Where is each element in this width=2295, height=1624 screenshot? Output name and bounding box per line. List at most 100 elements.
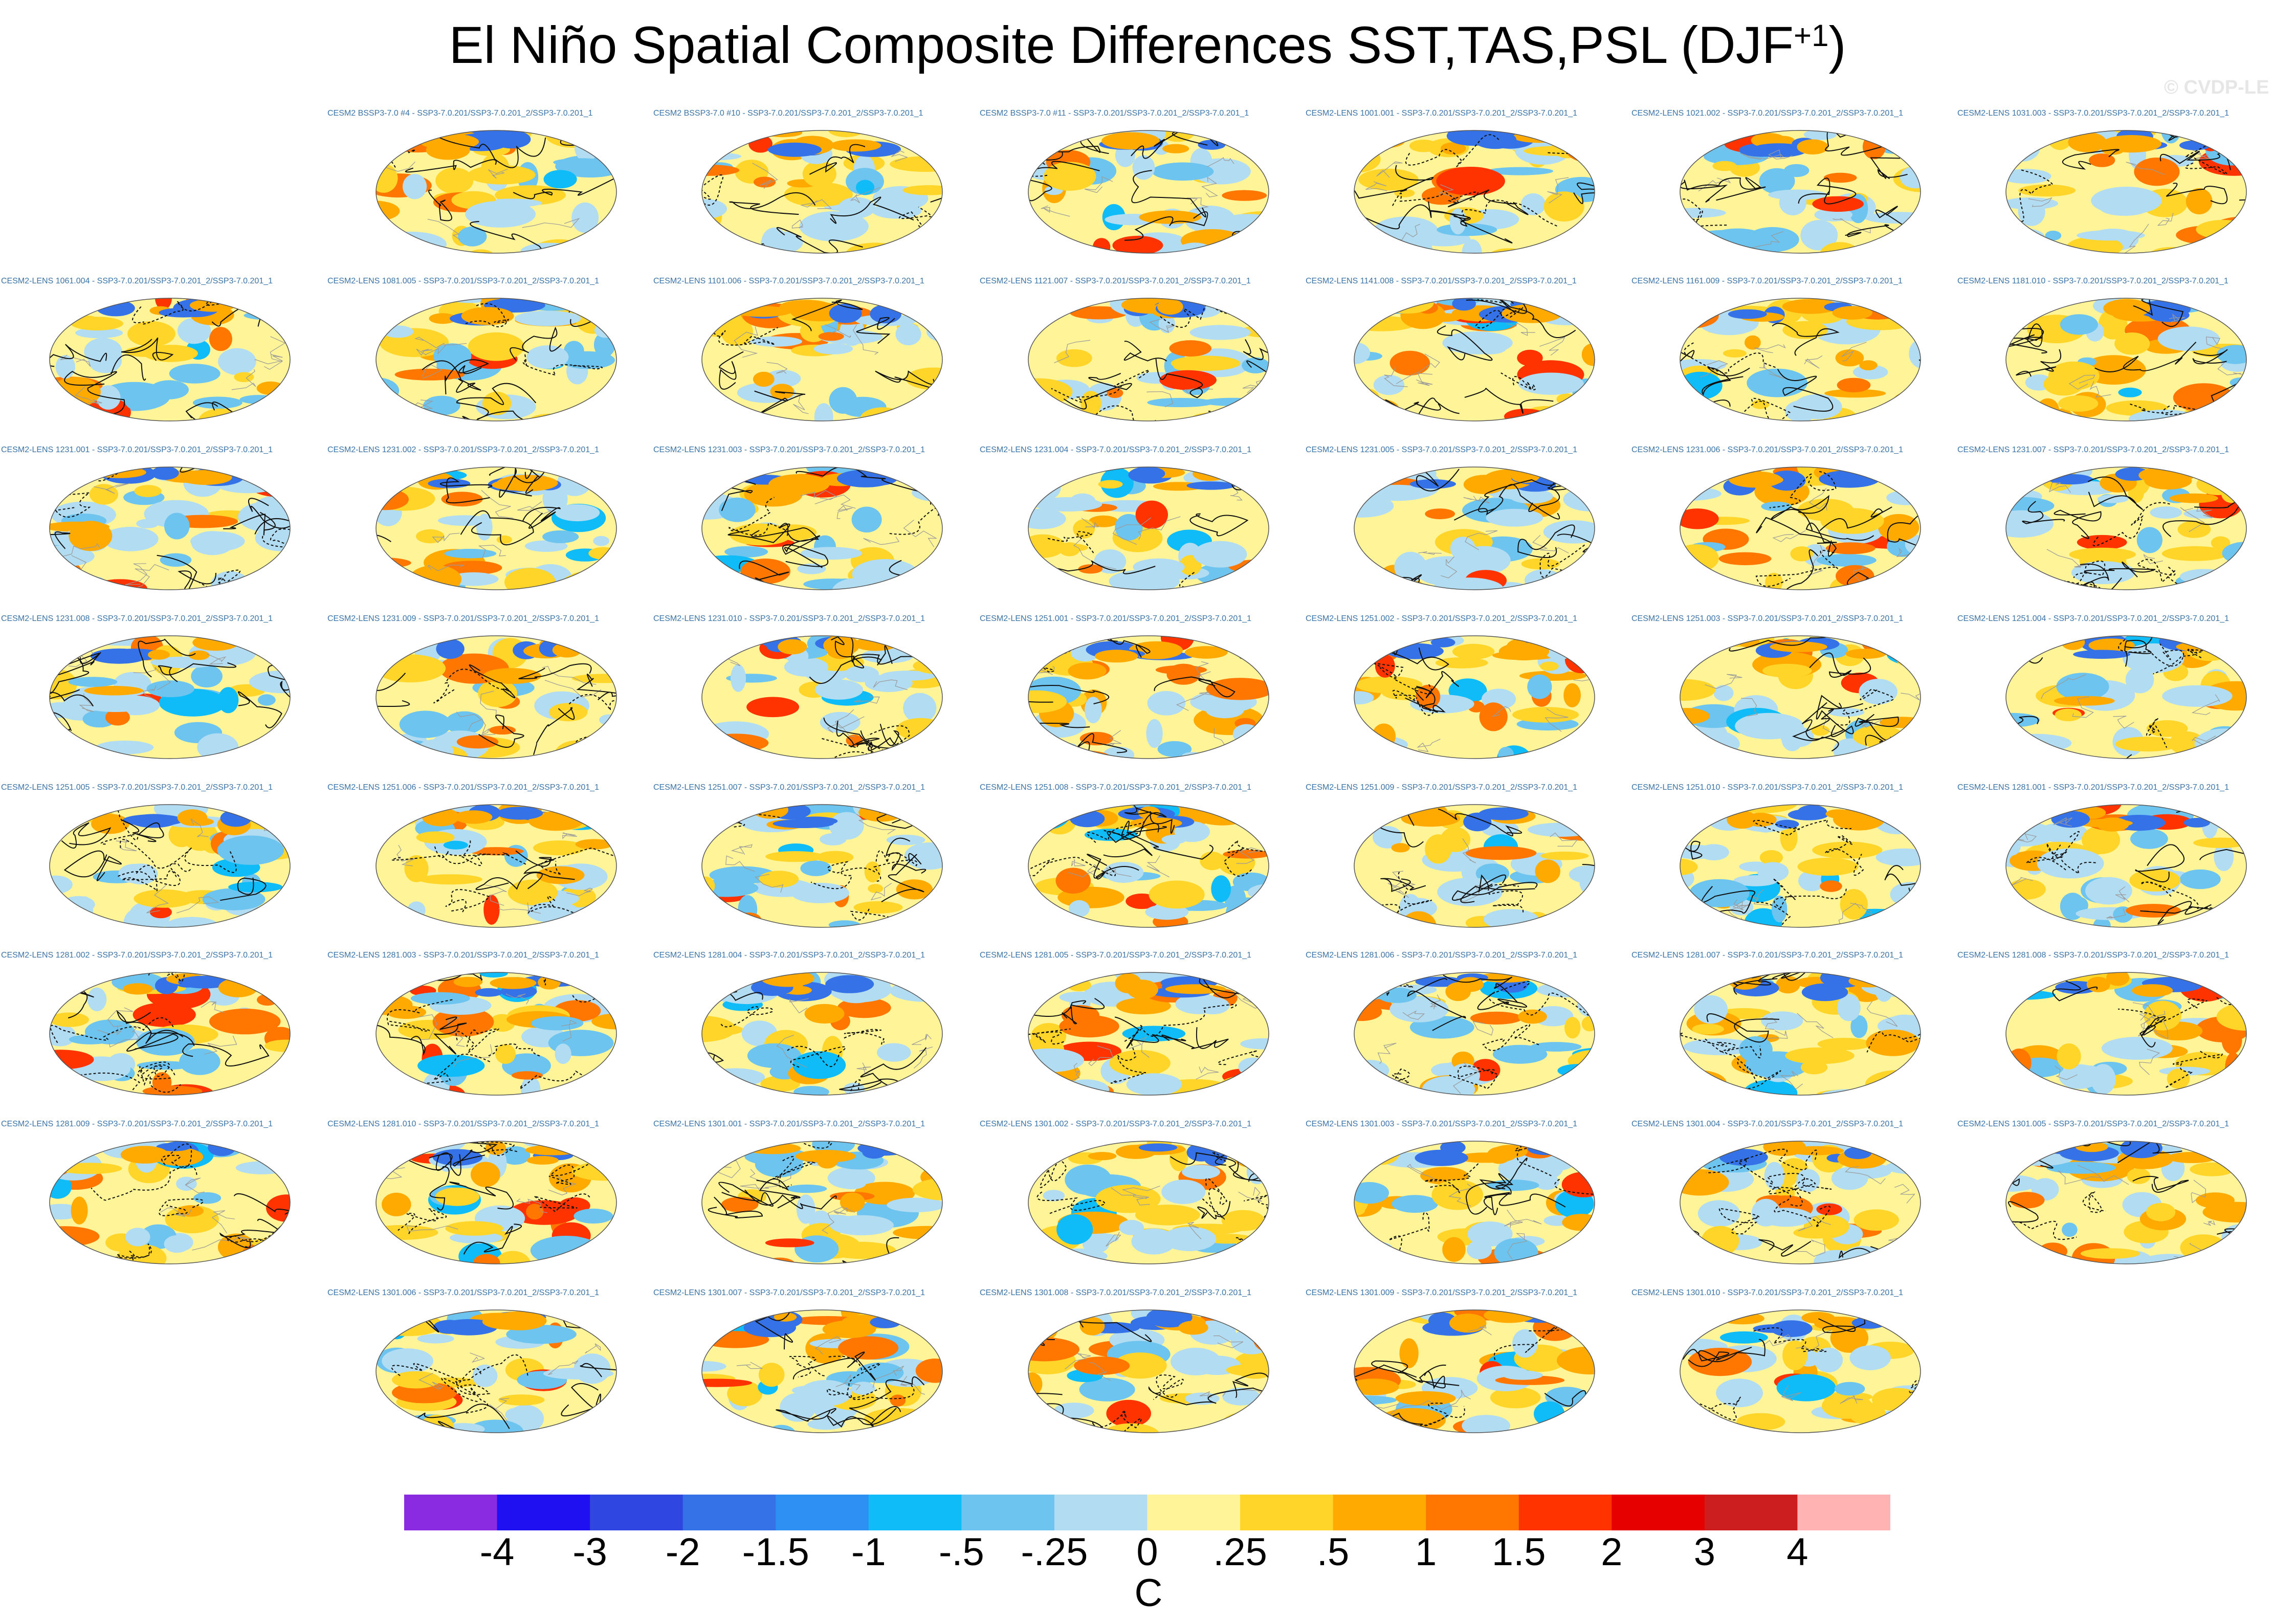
anomaly-patch — [1171, 355, 1241, 371]
anomaly-patch — [1161, 835, 1187, 844]
psl-contour — [1893, 901, 1921, 927]
psl-contour — [2124, 639, 2152, 667]
anomaly-patch — [218, 348, 256, 375]
coastline — [116, 838, 137, 852]
anomaly-patch — [1816, 1203, 1842, 1215]
anomaly-patch — [458, 226, 487, 247]
anomaly-patch — [1373, 826, 1403, 849]
coastline — [60, 354, 91, 367]
psl-contour — [1121, 807, 1167, 840]
anomaly-patch — [895, 323, 921, 346]
psl-contour — [126, 1030, 184, 1052]
anomaly-patch — [403, 174, 427, 199]
anomaly-patch — [1492, 1145, 1528, 1159]
panel-title: CESM2-LENS 1121.007 - SSP3-7.0.201/SSP3-… — [980, 277, 1251, 285]
anomaly-patch — [799, 1380, 852, 1407]
anomaly-patch — [1796, 1169, 1820, 1192]
coastline — [2191, 1180, 2206, 1204]
anomaly-patch — [2179, 569, 2230, 585]
psl-contour — [429, 1152, 461, 1176]
psl-contour — [1110, 1039, 1146, 1084]
psl-contour — [1449, 1065, 1499, 1089]
panel-title: CESM2-LENS 1181.010 - SSP3-7.0.201/SSP3-… — [1957, 277, 2228, 285]
psl-contour — [489, 467, 586, 483]
anomaly-patch — [2077, 535, 2127, 550]
anomaly-patch — [1377, 987, 1417, 1003]
psl-contour — [2136, 559, 2204, 587]
psl-contour — [1573, 182, 1595, 204]
anomaly-patch — [2102, 135, 2161, 153]
anomaly-patch — [2196, 1192, 2235, 1209]
anomaly-patch — [1103, 861, 1144, 883]
anomaly-patch — [852, 559, 919, 589]
anomaly-patch — [1701, 1226, 1739, 1256]
coastline — [485, 884, 507, 906]
anomaly-patch — [1832, 306, 1872, 320]
anomaly-patch — [2082, 826, 2121, 854]
psl-contour — [873, 850, 918, 882]
anomaly-patch — [1113, 1352, 1167, 1379]
psl-contour — [2221, 230, 2246, 253]
anomaly-patch — [465, 201, 536, 228]
anomaly-patch — [376, 915, 429, 927]
map-plot — [701, 804, 943, 928]
anomaly-patch — [376, 654, 446, 683]
coastline — [2053, 817, 2072, 827]
anomaly-patch — [2006, 733, 2072, 752]
anomaly-patch — [1712, 161, 1737, 171]
map-plot — [701, 635, 943, 759]
coastline — [211, 1210, 235, 1234]
psl-contour — [1680, 326, 1695, 380]
anomaly-patch — [770, 384, 795, 399]
panel-title: CESM2-LENS 1231.007 - SSP3-7.0.201/SSP3-… — [1957, 446, 2230, 454]
map-border — [49, 1141, 291, 1264]
coastline — [1833, 218, 1871, 234]
anomaly-patch — [2054, 696, 2115, 706]
anomaly-patch — [376, 1310, 409, 1312]
anomaly-patch — [399, 710, 452, 738]
psl-contour — [2094, 342, 2197, 372]
psl-contour — [1091, 1410, 1142, 1433]
psl-contour — [1809, 652, 1871, 678]
psl-contour — [2165, 1050, 2223, 1088]
anomaly-patch — [422, 807, 459, 827]
anomaly-patch — [376, 805, 428, 809]
panel-title: CESM2 BSSP3-7.0 #4 - SSP3-7.0.201/SSP3-7… — [327, 109, 593, 118]
coastline — [204, 1035, 237, 1055]
psl-contour — [2147, 130, 2190, 141]
anomaly-patch — [587, 636, 616, 653]
psl-contour — [386, 999, 454, 1032]
anomaly-patch — [1132, 155, 1155, 180]
anomaly-patch — [2130, 829, 2168, 849]
coastline — [544, 680, 602, 698]
coastline — [1441, 556, 1458, 579]
anomaly-patch — [760, 1076, 801, 1092]
anomaly-patch — [1492, 1044, 1548, 1064]
anomaly-patch — [1837, 377, 1871, 393]
coastline — [1242, 380, 1264, 393]
coastline — [1186, 197, 1209, 210]
coastline — [1472, 1021, 1494, 1036]
coastline — [1111, 1186, 1160, 1196]
anomaly-patch — [495, 1251, 531, 1264]
psl-contour — [2016, 349, 2062, 377]
anomaly-patch — [2093, 917, 2111, 927]
coastline — [1081, 518, 1099, 529]
coastline — [1439, 184, 1473, 202]
anomaly-patch — [750, 336, 802, 347]
anomaly-patch — [1101, 132, 1160, 150]
anomaly-patch — [2223, 308, 2246, 322]
coastline — [835, 709, 865, 729]
anomaly-patch — [2022, 636, 2056, 641]
coastline — [1418, 551, 1442, 555]
anomaly-patch — [2161, 546, 2229, 561]
coastline — [2157, 213, 2174, 226]
coastline — [566, 887, 593, 897]
anomaly-patch — [1780, 824, 1798, 852]
anomaly-patch — [1680, 679, 1716, 701]
coastline — [1901, 683, 1921, 701]
psl-contour — [1437, 325, 1493, 361]
coastline — [1841, 342, 1867, 362]
psl-contour — [2233, 806, 2246, 839]
colorbar-tick-label: 4 — [1786, 1530, 1808, 1574]
